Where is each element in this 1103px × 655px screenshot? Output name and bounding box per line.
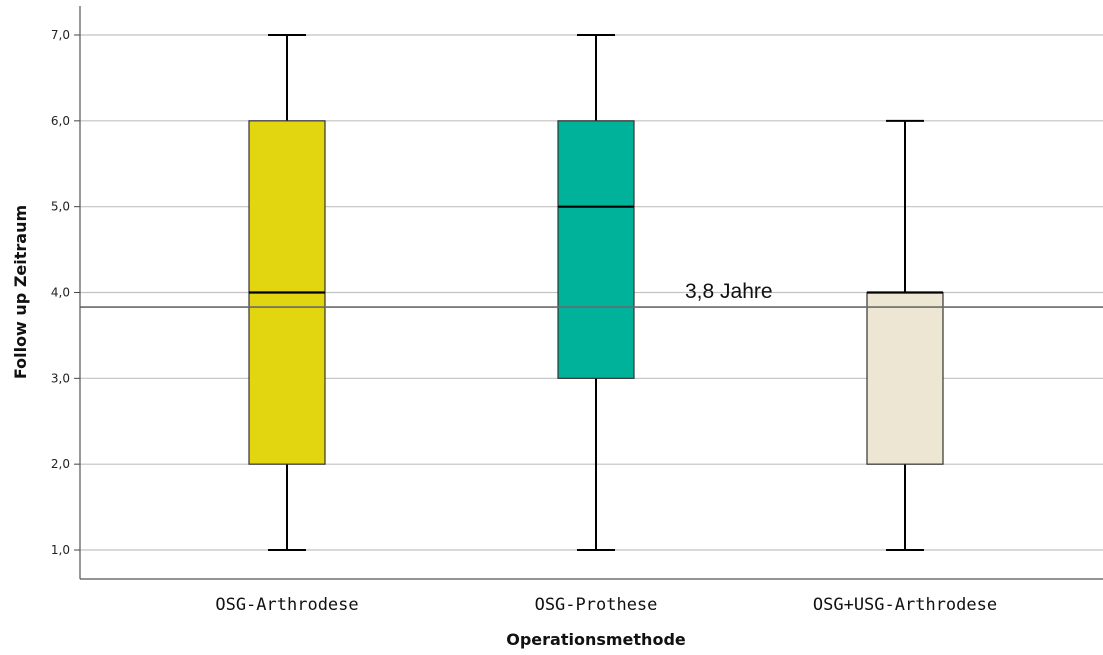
x-category-label: OSG-Prothese <box>535 595 658 615</box>
x-category-label: OSG+USG-Arthrodese <box>813 595 997 615</box>
box-group <box>866 119 944 551</box>
box-group <box>557 34 635 551</box>
x-axis-title: Operationsmethode <box>506 630 686 649</box>
boxes-group <box>248 34 944 551</box>
y-tick-label: 4,0 <box>51 286 70 300</box>
y-tick-label: 1,0 <box>51 543 70 557</box>
y-tick-label: 5,0 <box>51 200 70 214</box>
x-category-label: OSG-Arthrodese <box>215 595 358 615</box>
box-iqr <box>557 120 635 379</box>
reference-line-group: 3,8 Jahre <box>80 280 1103 308</box>
y-tick-label: 6,0 <box>51 114 70 128</box>
axes-group: 1,0 2,0 3,0 4,0 5,0 6,0 7,0 OSG-Arthrodese OSG-P… <box>51 6 1103 615</box>
box-iqr <box>866 291 944 465</box>
y-tick-label: 7,0 <box>51 28 70 42</box>
y-tick-label: 2,0 <box>51 457 70 471</box>
y-axis-title: Follow up Zeitraum <box>11 205 30 379</box>
box-group <box>248 34 326 551</box>
reference-line-label: 3,8 Jahre <box>685 280 773 303</box>
y-tick-label: 3,0 <box>51 371 70 385</box>
